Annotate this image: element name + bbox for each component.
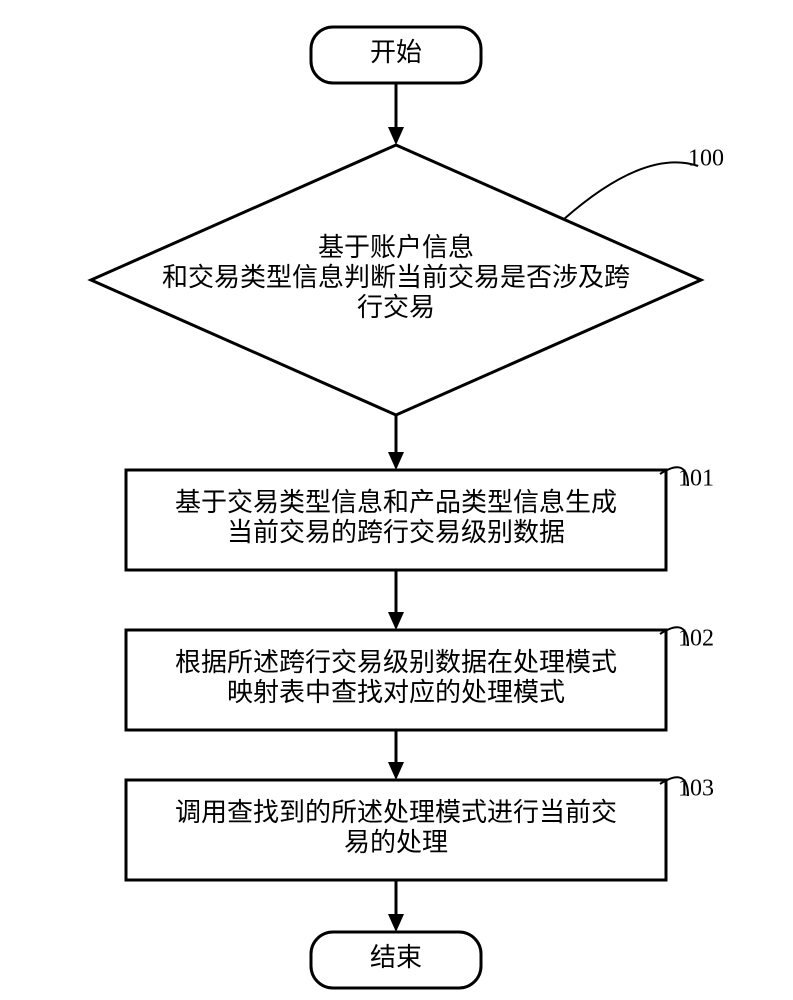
dec-text-line-1: 和交易类型信息判断当前交易是否涉及跨 [162,263,630,292]
dec-text-line-0: 基于账户信息 [318,233,474,262]
p1-node: 基于交易类型信息和产品类型信息生成当前交易的跨行交易级别数据101 [126,466,714,571]
end-node: 结束 [311,932,481,988]
end-text-line-0: 结束 [370,943,422,972]
p2-text-line-0: 根据所述跨行交易级别数据在处理模式 [175,648,617,677]
p3-node: 调用查找到的所述处理模式进行当前交易的处理103 [126,776,714,881]
p3-text-line-1: 易的处理 [344,828,448,857]
dec-step-label: 100 [688,146,724,172]
dec-text-line-2: 行交易 [357,293,435,322]
p1-text-line-1: 当前交易的跨行交易级别数据 [227,518,565,547]
p3-text-line-0: 调用查找到的所述处理模式进行当前交 [175,798,617,827]
p2-node: 根据所述跨行交易级别数据在处理模式映射表中查找对应的处理模式102 [126,626,714,731]
start-node: 开始 [311,27,481,83]
p1-text-line-0: 基于交易类型信息和产品类型信息生成 [175,488,617,517]
flowchart-container: 开始基于账户信息和交易类型信息判断当前交易是否涉及跨行交易 100 基于交易类型信息… [0,0,793,1000]
start-text-line-0: 开始 [370,38,422,67]
p2-text-line-1: 映射表中查找对应的处理模式 [227,678,565,707]
